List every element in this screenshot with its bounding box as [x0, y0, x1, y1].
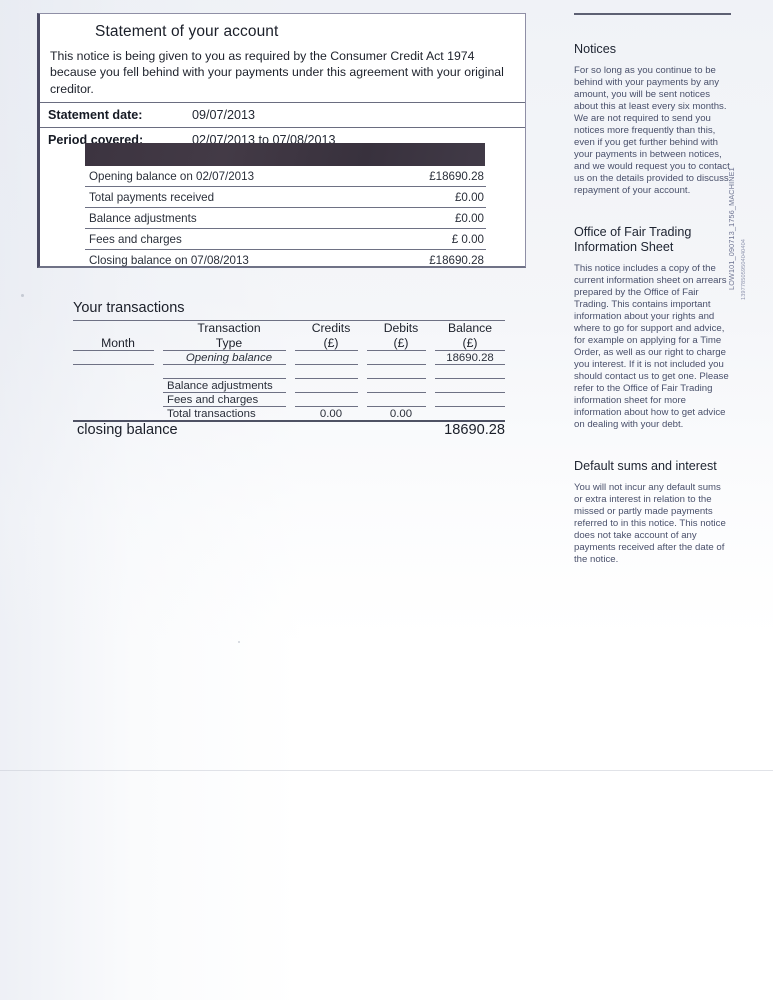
header-line-1: Debits	[383, 321, 419, 335]
column-header-debits: Debits (£)	[367, 321, 435, 350]
cell-credits: 0.00	[319, 408, 343, 420]
summary-row-balance-adjustments: Balance adjustments £0.00	[85, 207, 486, 228]
table-rule	[73, 364, 505, 365]
cell-month	[73, 351, 163, 364]
account-summary-list: Opening balance on 02/07/2013 £18690.28 …	[85, 166, 486, 270]
scan-artifact-line	[0, 770, 773, 771]
transactions-section: Your transactions Month Transaction Type	[73, 300, 505, 438]
table-rule	[73, 378, 505, 379]
summary-row-total-payments: Total payments received £0.00	[85, 186, 486, 207]
cell-month	[73, 407, 163, 420]
cell-credits	[295, 351, 367, 364]
redacted-bar	[85, 143, 485, 166]
default-sums-body: You will not incur any default sums or e…	[574, 482, 726, 565]
column-header-balance: Balance (£)	[435, 321, 505, 350]
cell-transaction-type: Balance adjustments	[167, 380, 273, 392]
summary-label: Closing balance on 07/08/2013	[89, 254, 249, 267]
statement-box: Statement of your account This notice is…	[37, 13, 526, 268]
table-rule-closing	[73, 420, 505, 422]
summary-amount: £ 0.00	[451, 233, 484, 246]
scan-speck	[21, 294, 24, 297]
cell-transaction-type: Opening balance	[185, 352, 273, 364]
cell-debits	[367, 393, 435, 406]
table-row	[73, 365, 505, 378]
cell-balance: 18690.28	[446, 352, 494, 364]
table-row: Fees and charges	[73, 393, 505, 406]
summary-label: Total payments received	[89, 191, 215, 204]
cell-transaction-type	[163, 365, 295, 378]
cell-balance	[435, 365, 505, 378]
transactions-heading: Your transactions	[73, 300, 185, 316]
table-row: Opening balance 18690.28	[73, 351, 505, 364]
header-line-2: (£)	[323, 335, 339, 350]
field-label: Statement date:	[48, 108, 143, 123]
table-header-row: Month Transaction Type Credits (£) Debit…	[73, 321, 505, 350]
page-title: Statement of your account	[95, 23, 279, 40]
cell-balance	[435, 407, 505, 420]
scan-speck	[238, 641, 240, 643]
closing-balance-value: 18690.28	[444, 422, 505, 438]
summary-row-fees-and-charges: Fees and charges £ 0.00	[85, 228, 486, 249]
cell-credits	[295, 393, 367, 406]
summary-amount: £0.00	[454, 191, 484, 204]
default-sums-heading: Default sums and interest	[574, 459, 717, 473]
column-header-credits: Credits (£)	[295, 321, 367, 350]
cell-month	[73, 379, 163, 392]
table-row: Balance adjustments	[73, 379, 505, 392]
notices-heading: Notices	[574, 42, 616, 56]
field-value: 09/07/2013	[192, 108, 256, 123]
edge-reference-code: LOW101_090713_1756_MACHINE1	[727, 167, 736, 290]
summary-label: Balance adjustments	[89, 212, 197, 225]
edge-reference-code-secondary: 1397785059504040404	[741, 238, 747, 300]
header-line-1: Transaction	[197, 321, 261, 335]
summary-amount: £18690.28	[429, 254, 484, 267]
header-line-1: Balance	[447, 321, 493, 335]
cell-debits	[367, 365, 435, 378]
table-rule-under-header	[73, 350, 505, 351]
summary-row-opening-balance: Opening balance on 02/07/2013 £18690.28	[85, 166, 486, 186]
cell-month	[73, 365, 163, 378]
statement-intro-text: This notice is being given to you as req…	[50, 49, 504, 96]
transactions-table: Month Transaction Type Credits (£) Debit…	[73, 320, 505, 438]
field-statement-date: Statement date: 09/07/2013	[40, 102, 525, 127]
table-rule	[73, 392, 505, 393]
cell-balance	[435, 393, 505, 406]
cell-month	[73, 393, 163, 406]
oft-information-sheet-body: This notice includes a copy of the curre…	[574, 263, 729, 430]
header-line-2: (£)	[462, 335, 478, 350]
cell-credits	[295, 365, 367, 378]
header-line-1: Month	[101, 335, 135, 350]
column-header-month: Month	[73, 321, 163, 350]
summary-row-closing-balance: Closing balance on 07/08/2013 £18690.28	[85, 249, 486, 270]
summary-label: Opening balance on 02/07/2013	[89, 170, 255, 183]
notices-top-rule	[574, 13, 731, 15]
cell-balance	[435, 379, 505, 392]
cell-debits	[367, 379, 435, 392]
header-line-2: Type	[215, 335, 243, 350]
table-rule	[73, 406, 505, 407]
header-line-1: Credits	[311, 321, 351, 335]
column-header-transaction-type: Transaction Type	[163, 321, 295, 350]
notices-body: For so long as you continue to be behind…	[574, 65, 730, 196]
summary-label: Fees and charges	[89, 233, 182, 246]
header-line-2: (£)	[393, 335, 409, 350]
notices-column: Notices For so long as you continue to b…	[574, 13, 731, 566]
cell-debits	[367, 351, 435, 364]
closing-balance-row: closing balance 18690.28	[73, 422, 505, 438]
table-rule-top	[73, 320, 505, 321]
cell-debits: 0.00	[389, 408, 413, 420]
summary-amount: £18690.28	[429, 170, 484, 183]
cell-transaction-type: Fees and charges	[167, 394, 259, 406]
cell-transaction-type: Total transactions	[167, 408, 256, 420]
oft-information-sheet-heading: Office of Fair Trading Information Sheet	[574, 225, 692, 254]
closing-balance-label: closing balance	[77, 422, 178, 438]
summary-amount: £0.00	[454, 212, 484, 225]
table-row: Total transactions 0.00 0.00	[73, 407, 505, 420]
cell-credits	[295, 379, 367, 392]
